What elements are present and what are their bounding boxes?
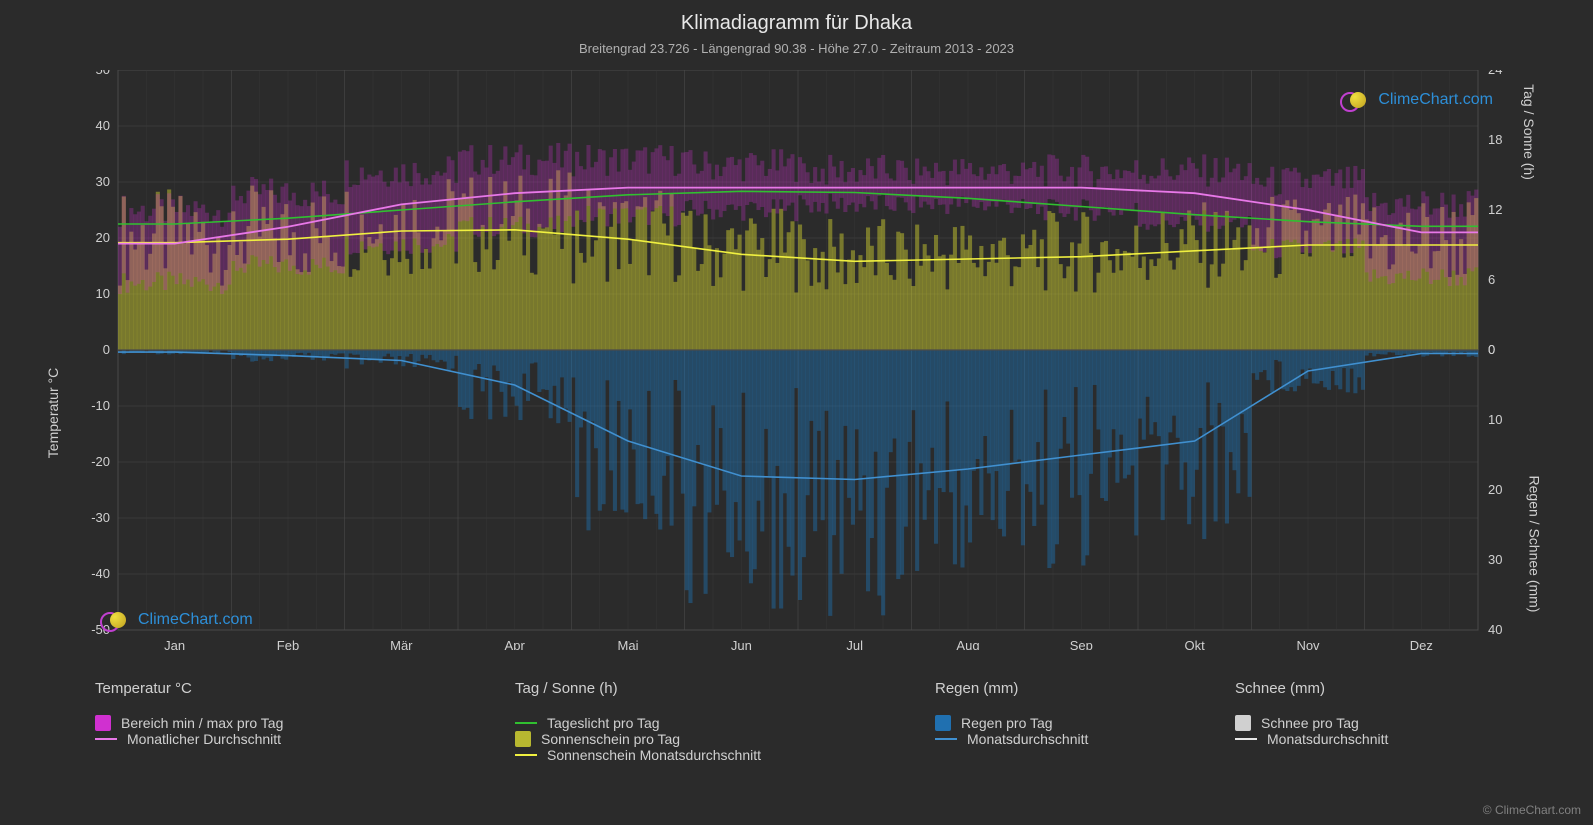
svg-text:Okt: Okt <box>1185 638 1206 650</box>
legend-swatch <box>515 731 531 747</box>
svg-text:50: 50 <box>96 70 110 77</box>
copyright-text: © ClimeChart.com <box>1483 803 1581 817</box>
legend-swatch <box>935 715 951 731</box>
svg-text:10: 10 <box>1488 412 1502 427</box>
chart-area: 50403020100-10-20-30-40-5024181260010203… <box>78 70 1518 650</box>
legend-label: Sonnenschein Monatsdurchschnitt <box>547 747 761 763</box>
svg-text:10: 10 <box>96 286 110 301</box>
svg-text:-30: -30 <box>91 510 110 525</box>
legend-col-temperature: Temperatur °C Bereich min / max pro TagM… <box>95 680 475 763</box>
svg-text:Sep: Sep <box>1070 638 1093 650</box>
svg-text:Nov: Nov <box>1296 638 1320 650</box>
legend-header-daysun: Tag / Sonne (h) <box>515 680 895 697</box>
legend-line <box>1235 738 1257 740</box>
svg-text:40: 40 <box>96 118 110 133</box>
legend: Temperatur °C Bereich min / max pro TagM… <box>95 680 1553 763</box>
svg-text:0: 0 <box>1488 342 1495 357</box>
legend-item: Schnee pro Tag <box>1235 715 1495 731</box>
legend-line <box>95 738 117 740</box>
legend-col-daysun: Tag / Sonne (h) Tageslicht pro TagSonnen… <box>515 680 895 763</box>
watermark-text: ClimeChart.com <box>138 611 253 629</box>
svg-text:20: 20 <box>1488 482 1502 497</box>
legend-col-rain: Regen (mm) Regen pro TagMonatsdurchschni… <box>935 680 1195 763</box>
legend-header-rain: Regen (mm) <box>935 680 1195 697</box>
svg-text:Jul: Jul <box>846 638 863 650</box>
climate-chart-svg: 50403020100-10-20-30-40-5024181260010203… <box>78 70 1518 650</box>
legend-label: Sonnenschein pro Tag <box>541 731 680 747</box>
svg-text:6: 6 <box>1488 272 1495 287</box>
legend-line <box>935 738 957 740</box>
svg-text:40: 40 <box>1488 622 1502 637</box>
watermark-bottom: ClimeChart.com <box>100 610 253 630</box>
legend-item: Sonnenschein Monatsdurchschnitt <box>515 747 895 763</box>
legend-header-snow: Schnee (mm) <box>1235 680 1495 697</box>
legend-header-temperature: Temperatur °C <box>95 680 475 697</box>
legend-line <box>515 754 537 756</box>
svg-text:-10: -10 <box>91 398 110 413</box>
chart-title: Klimadiagramm für Dhaka <box>0 0 1593 35</box>
y-axis-right-bottom-label: Regen / Schnee (mm) <box>1527 476 1543 613</box>
legend-swatch <box>1235 715 1251 731</box>
climechart-logo-icon <box>100 610 132 630</box>
y-axis-right-top-label: Tag / Sonne (h) <box>1521 84 1537 180</box>
legend-col-snow: Schnee (mm) Schnee pro TagMonatsdurchsch… <box>1235 680 1495 763</box>
svg-text:Apr: Apr <box>505 638 526 650</box>
legend-line <box>515 722 537 724</box>
watermark-text: ClimeChart.com <box>1378 91 1493 109</box>
legend-swatch <box>95 715 111 731</box>
svg-text:Feb: Feb <box>277 638 299 650</box>
climechart-logo-icon <box>1340 90 1372 110</box>
legend-item: Sonnenschein pro Tag <box>515 731 895 747</box>
chart-subtitle: Breitengrad 23.726 - Längengrad 90.38 - … <box>0 35 1593 64</box>
svg-text:Jun: Jun <box>731 638 752 650</box>
legend-item: Monatlicher Durchschnitt <box>95 731 475 747</box>
watermark-top: ClimeChart.com <box>1340 90 1493 110</box>
legend-item: Monatsdurchschnitt <box>935 731 1195 747</box>
svg-text:Mär: Mär <box>390 638 413 650</box>
svg-text:Jan: Jan <box>164 638 185 650</box>
svg-text:12: 12 <box>1488 202 1502 217</box>
legend-label: Monatlicher Durchschnitt <box>127 731 281 747</box>
legend-label: Regen pro Tag <box>961 715 1053 731</box>
legend-item: Regen pro Tag <box>935 715 1195 731</box>
svg-text:-20: -20 <box>91 454 110 469</box>
legend-item: Bereich min / max pro Tag <box>95 715 475 731</box>
legend-label: Schnee pro Tag <box>1261 715 1359 731</box>
svg-text:Mai: Mai <box>618 638 639 650</box>
legend-label: Tageslicht pro Tag <box>547 715 660 731</box>
svg-text:30: 30 <box>1488 552 1502 567</box>
svg-text:18: 18 <box>1488 132 1502 147</box>
legend-item: Tageslicht pro Tag <box>515 715 895 731</box>
svg-text:-40: -40 <box>91 566 110 581</box>
legend-label: Monatsdurchschnitt <box>1267 731 1388 747</box>
legend-item: Monatsdurchschnitt <box>1235 731 1495 747</box>
y-axis-left-label: Temperatur °C <box>45 367 61 457</box>
svg-text:Aug: Aug <box>956 638 979 650</box>
svg-text:Dez: Dez <box>1410 638 1433 650</box>
svg-text:0: 0 <box>103 342 110 357</box>
svg-text:20: 20 <box>96 230 110 245</box>
legend-label: Monatsdurchschnitt <box>967 731 1088 747</box>
svg-text:24: 24 <box>1488 70 1502 77</box>
svg-text:30: 30 <box>96 174 110 189</box>
legend-label: Bereich min / max pro Tag <box>121 715 283 731</box>
